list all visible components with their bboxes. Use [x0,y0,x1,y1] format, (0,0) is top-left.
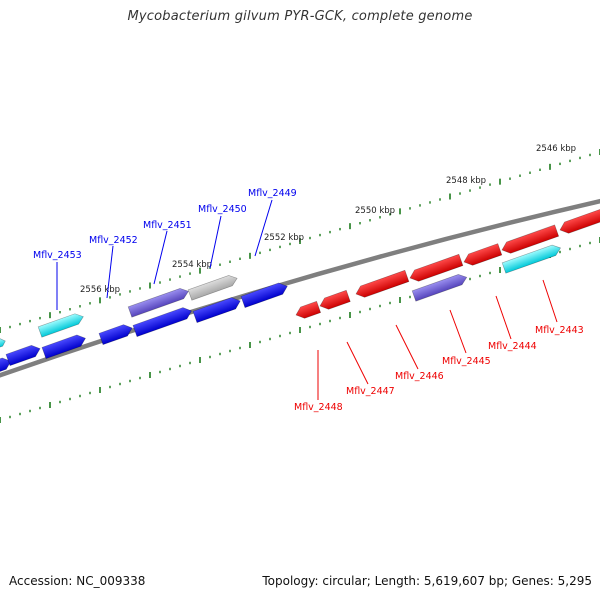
gene-label-plus: Mflv_2450 [198,204,247,215]
map-title: Mycobacterium gilvum PYR-GCK, complete g… [127,9,473,24]
gene-label-minus: Mflv_2443 [535,325,584,336]
scale-label: 2546 kbp [536,144,576,154]
gene-label-minus: Mflv_2448 [294,402,343,413]
gene-label-minus: Mflv_2447 [346,386,395,397]
label-leader [449,309,467,354]
gene-plus [0,357,12,375]
label-leader [106,245,114,299]
gene-label-minus: Mflv_2445 [442,356,491,367]
accession-label: Accession: NC_009338 [9,574,146,588]
gene-plus [240,282,288,309]
gene-plus-shape [192,297,241,324]
feature-rna-edge [0,338,6,350]
feature-rna [37,313,84,338]
label-leader [153,230,168,285]
scale-label: 2554 kbp [172,260,212,270]
gene-plus [132,307,192,338]
gene-plus [41,334,86,360]
feature-grey [187,275,238,301]
label-leader [346,341,369,385]
gene-minus [355,269,410,298]
feature-rna-edge-shape [0,338,6,350]
gene-label-plus: Mflv_2451 [143,220,192,231]
feature-slate-shape [411,274,468,302]
gene-label-plus: Mflv_2449 [248,188,297,199]
feature-slate-shape [127,288,189,318]
gene-minus-shape [319,289,351,310]
gene-minus [501,224,560,254]
label-leader [254,199,273,257]
gene-plus-shape [240,282,288,309]
gene-minus-shape [501,224,560,254]
gene-label-minus: Mflv_2444 [488,341,537,352]
gene-minus [295,300,322,319]
gene-minus-shape [409,253,464,282]
gene-plus-shape [5,344,41,367]
genome-summary: Topology: circular; Length: 5,619,607 bp… [262,574,592,588]
gene-minus-shape [295,300,322,319]
label-leader [542,279,558,323]
scale-label: 2548 kbp [446,176,486,186]
gene-plus-shape [41,334,86,360]
gene-plus-shape [98,324,133,346]
gene-plus [5,344,41,367]
gene-minus [463,243,503,266]
gene-label-plus: Mflv_2452 [89,235,138,246]
gene-minus [319,289,351,310]
label-leader [495,295,512,340]
gene-plus [98,324,133,346]
genome-backbone [0,198,600,378]
feature-rna-shape [501,244,562,274]
label-leader [395,324,419,370]
gene-plus-shape [132,307,192,338]
label-leader [209,215,222,269]
gene-minus [409,253,464,282]
gene-minus-shape [463,243,503,266]
feature-slate [411,274,468,302]
scale-label: 2556 kbp [80,285,120,295]
gene-label-minus: Mflv_2446 [395,371,444,382]
gene-label-plus: Mflv_2453 [33,250,82,261]
gene-minus-shape [355,269,410,298]
feature-rna [501,244,562,274]
scale-label: 2550 kbp [355,206,395,216]
feature-rna-shape [37,313,84,338]
feature-slate [127,288,189,318]
gene-plus-shape [0,357,12,375]
gene-plus [192,297,241,324]
scale-label: 2552 kbp [264,233,304,243]
feature-grey-shape [187,275,238,301]
